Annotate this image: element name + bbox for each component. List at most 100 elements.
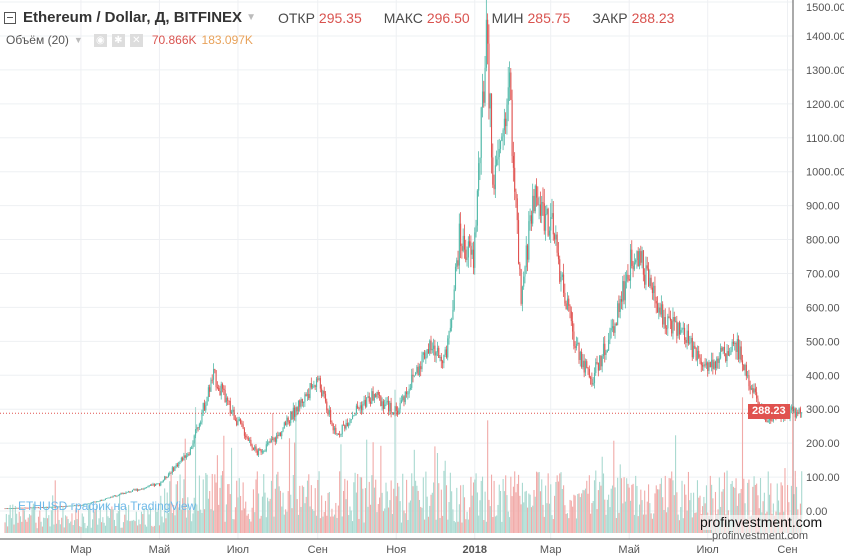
candle-body: [573, 331, 575, 347]
candle-body: [355, 405, 357, 413]
candle-body: [194, 429, 197, 436]
candle-body: [681, 328, 683, 331]
volume-bar: [646, 501, 648, 533]
candle-body: [671, 320, 673, 334]
candle-body: [510, 72, 512, 100]
candle-body: [417, 366, 419, 376]
candle-body: [713, 361, 715, 369]
candle-body: [25, 507, 27, 509]
volume-bar: [359, 477, 361, 533]
candle-body: [81, 505, 83, 506]
volume-bar: [397, 482, 399, 533]
candle-body: [246, 437, 248, 438]
volume-label[interactable]: Объём (20): [6, 33, 69, 47]
candle-body: [318, 378, 320, 380]
candle-body: [147, 486, 149, 488]
volume-bar: [191, 521, 193, 533]
volume-bar: [216, 455, 218, 533]
candle-body: [582, 360, 584, 368]
candle-body: [528, 221, 530, 260]
candle-body: [272, 439, 274, 441]
volume-bar: [496, 515, 498, 533]
volume-bar: [561, 488, 563, 533]
volume-bar: [27, 517, 29, 533]
candle-body: [58, 506, 60, 508]
candle-body: [281, 431, 283, 437]
candle-body: [448, 331, 450, 339]
candle-body: [461, 246, 463, 251]
candle-body: [49, 506, 51, 508]
volume-bar: [265, 517, 267, 533]
volume-bar: [339, 471, 341, 533]
candle-body: [699, 357, 701, 362]
candle-body: [277, 435, 279, 437]
candle-body: [460, 223, 462, 247]
volume-bar: [600, 485, 602, 533]
volume-bar: [520, 504, 522, 533]
symbol-title[interactable]: Ethereum / Dollar, Д, BITFINEX: [23, 9, 243, 26]
volume-bar: [46, 518, 49, 533]
volume-bar: [638, 504, 641, 533]
volume-bar: [487, 420, 489, 533]
candle-body: [672, 317, 674, 334]
volume-bar: [156, 511, 158, 533]
x-tick-label: Сен: [777, 544, 797, 556]
volume-bar: [354, 472, 356, 533]
candle-body: [233, 409, 235, 420]
candle-body: [63, 506, 65, 507]
chevron-down-icon[interactable]: ▼: [246, 12, 256, 23]
volume-bar: [119, 493, 121, 533]
collapse-icon[interactable]: [4, 11, 16, 24]
volume-bar: [175, 484, 177, 533]
candle-body: [422, 352, 424, 355]
candle-body: [507, 87, 509, 105]
volume-bar: [770, 483, 772, 533]
chevron-down-icon[interactable]: ▼: [73, 35, 83, 45]
candle-body: [80, 505, 82, 507]
candle-body: [502, 130, 504, 137]
volume-bar: [676, 492, 678, 533]
candle-body: [601, 356, 603, 367]
volume-bar: [734, 487, 736, 533]
volume-bar: [45, 506, 47, 533]
candle-body: [103, 499, 105, 501]
volume-bar: [747, 482, 749, 533]
volume-bar: [227, 484, 229, 533]
eye-icon[interactable]: ◉: [93, 33, 107, 47]
candle-body: [425, 356, 427, 359]
candle-body: [326, 401, 328, 411]
candle-body: [686, 330, 688, 343]
volume-bar: [140, 511, 143, 533]
volume-bar: [351, 521, 354, 533]
volume-bar: [532, 505, 534, 533]
candle-body: [8, 508, 10, 510]
tradingview-watermark[interactable]: ETHUSD график на TradingView: [18, 499, 197, 513]
candle-body: [240, 418, 242, 424]
candle-body: [364, 399, 366, 407]
volume-bar: [179, 474, 181, 533]
volume-bar: [759, 477, 762, 533]
volume-bar: [412, 486, 414, 533]
candle-body: [142, 488, 144, 490]
candle-body: [735, 343, 737, 352]
y-tick-label: 800.00: [806, 235, 840, 247]
candle-body: [351, 416, 354, 420]
volume-bar: [651, 518, 653, 533]
volume-bar: [474, 479, 476, 533]
volume-bar: [391, 513, 393, 533]
candle-body: [545, 213, 547, 231]
volume-bar: [372, 442, 374, 533]
candle-body: [529, 215, 531, 222]
candle-body: [360, 405, 363, 411]
candle-body: [705, 362, 708, 366]
candle-body: [5, 508, 7, 510]
volume-bar: [620, 478, 623, 533]
volume-bar: [364, 488, 366, 533]
gear-icon[interactable]: ✱: [111, 33, 125, 47]
volume-bar: [206, 474, 208, 533]
volume-bar: [411, 473, 413, 533]
candle-body: [160, 482, 162, 486]
volume-bar: [198, 475, 200, 533]
close-icon[interactable]: ✕: [129, 33, 143, 47]
